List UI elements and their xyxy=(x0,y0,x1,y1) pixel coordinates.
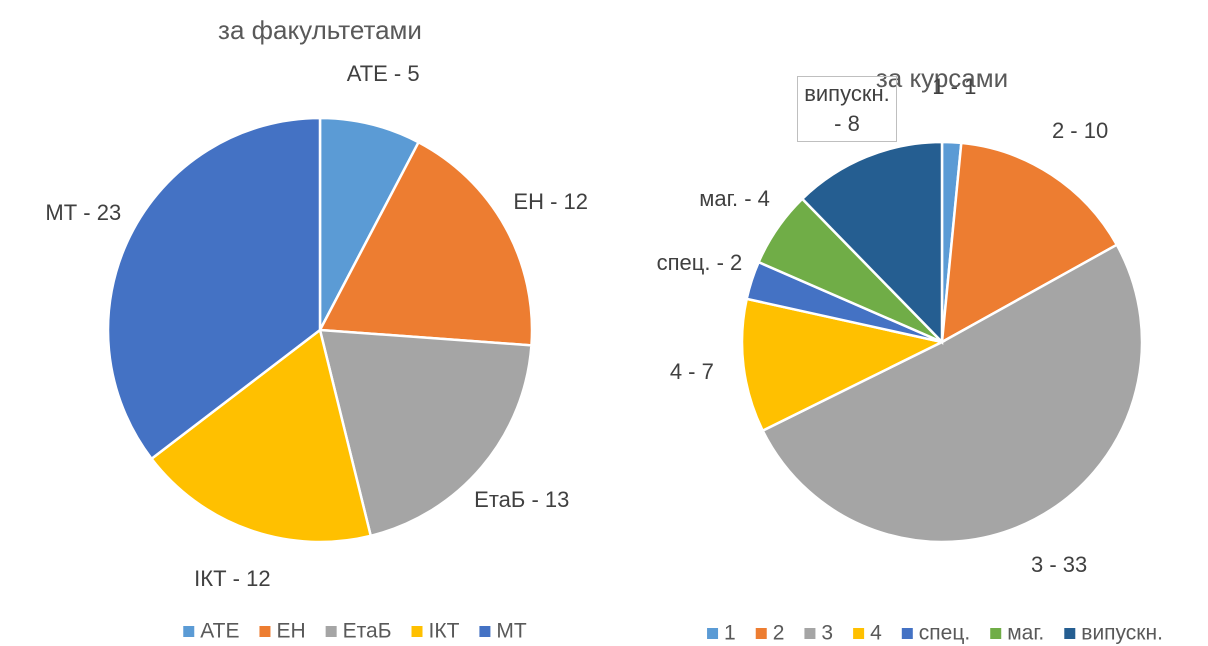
legend-swatch xyxy=(707,628,719,639)
legend-swatch xyxy=(804,628,816,639)
pie-slice xyxy=(318,328,533,538)
chart-title: за курсами xyxy=(876,63,1008,93)
legend-label: 4 xyxy=(870,622,882,645)
data-label: 4 - 7 xyxy=(669,359,714,385)
legend-label: випускн. xyxy=(1081,622,1163,645)
legend-swatch xyxy=(259,626,271,637)
legend-swatch xyxy=(901,628,913,639)
pie-slice xyxy=(800,140,944,346)
legend-swatch xyxy=(853,628,865,639)
legend-label: МТ xyxy=(496,620,526,643)
legend-swatch xyxy=(755,628,767,639)
legend-swatch xyxy=(1064,628,1076,639)
data-label: ІКТ - 12 xyxy=(194,566,271,592)
data-label: ЕН - 12 xyxy=(513,188,589,214)
legend-swatch xyxy=(183,626,195,637)
legend-label: 3 xyxy=(821,622,833,645)
legend-label: ЕтаБ xyxy=(343,620,392,643)
data-label: 2 - 10 xyxy=(1051,118,1109,144)
data-label: 1 - 1 xyxy=(932,74,977,100)
data-label: спец. - 2 xyxy=(656,250,743,276)
legend-swatch xyxy=(479,626,491,637)
legend-swatch xyxy=(325,626,337,637)
legend-label: АТЕ xyxy=(200,620,239,643)
pie-slice xyxy=(761,243,1144,544)
legend-label: ЕН xyxy=(276,620,305,643)
pie-slice xyxy=(106,116,322,461)
legend-label: спец. xyxy=(919,622,970,645)
data-label: 3 - 33 xyxy=(1030,552,1088,578)
chart-title: за факультетами xyxy=(218,15,422,45)
legend-label: 1 xyxy=(724,622,736,645)
legend-swatch xyxy=(411,626,423,637)
data-label: ЕтаБ - 13 xyxy=(474,487,570,513)
pie-slice xyxy=(318,116,421,331)
pie-slice xyxy=(318,140,534,347)
legend-label: 2 xyxy=(773,622,785,645)
data-label: випускн. - 8 xyxy=(796,75,897,142)
data-label: МТ - 23 xyxy=(45,199,122,225)
data-label: АТЕ - 5 xyxy=(346,60,420,86)
pie-slice xyxy=(940,141,1119,345)
legend-label: маг. xyxy=(1007,622,1044,645)
pie-slice xyxy=(149,327,373,544)
legend-swatch xyxy=(990,628,1002,639)
data-label: маг. - 4 xyxy=(699,185,770,211)
legend-label: ІКТ xyxy=(429,620,460,643)
